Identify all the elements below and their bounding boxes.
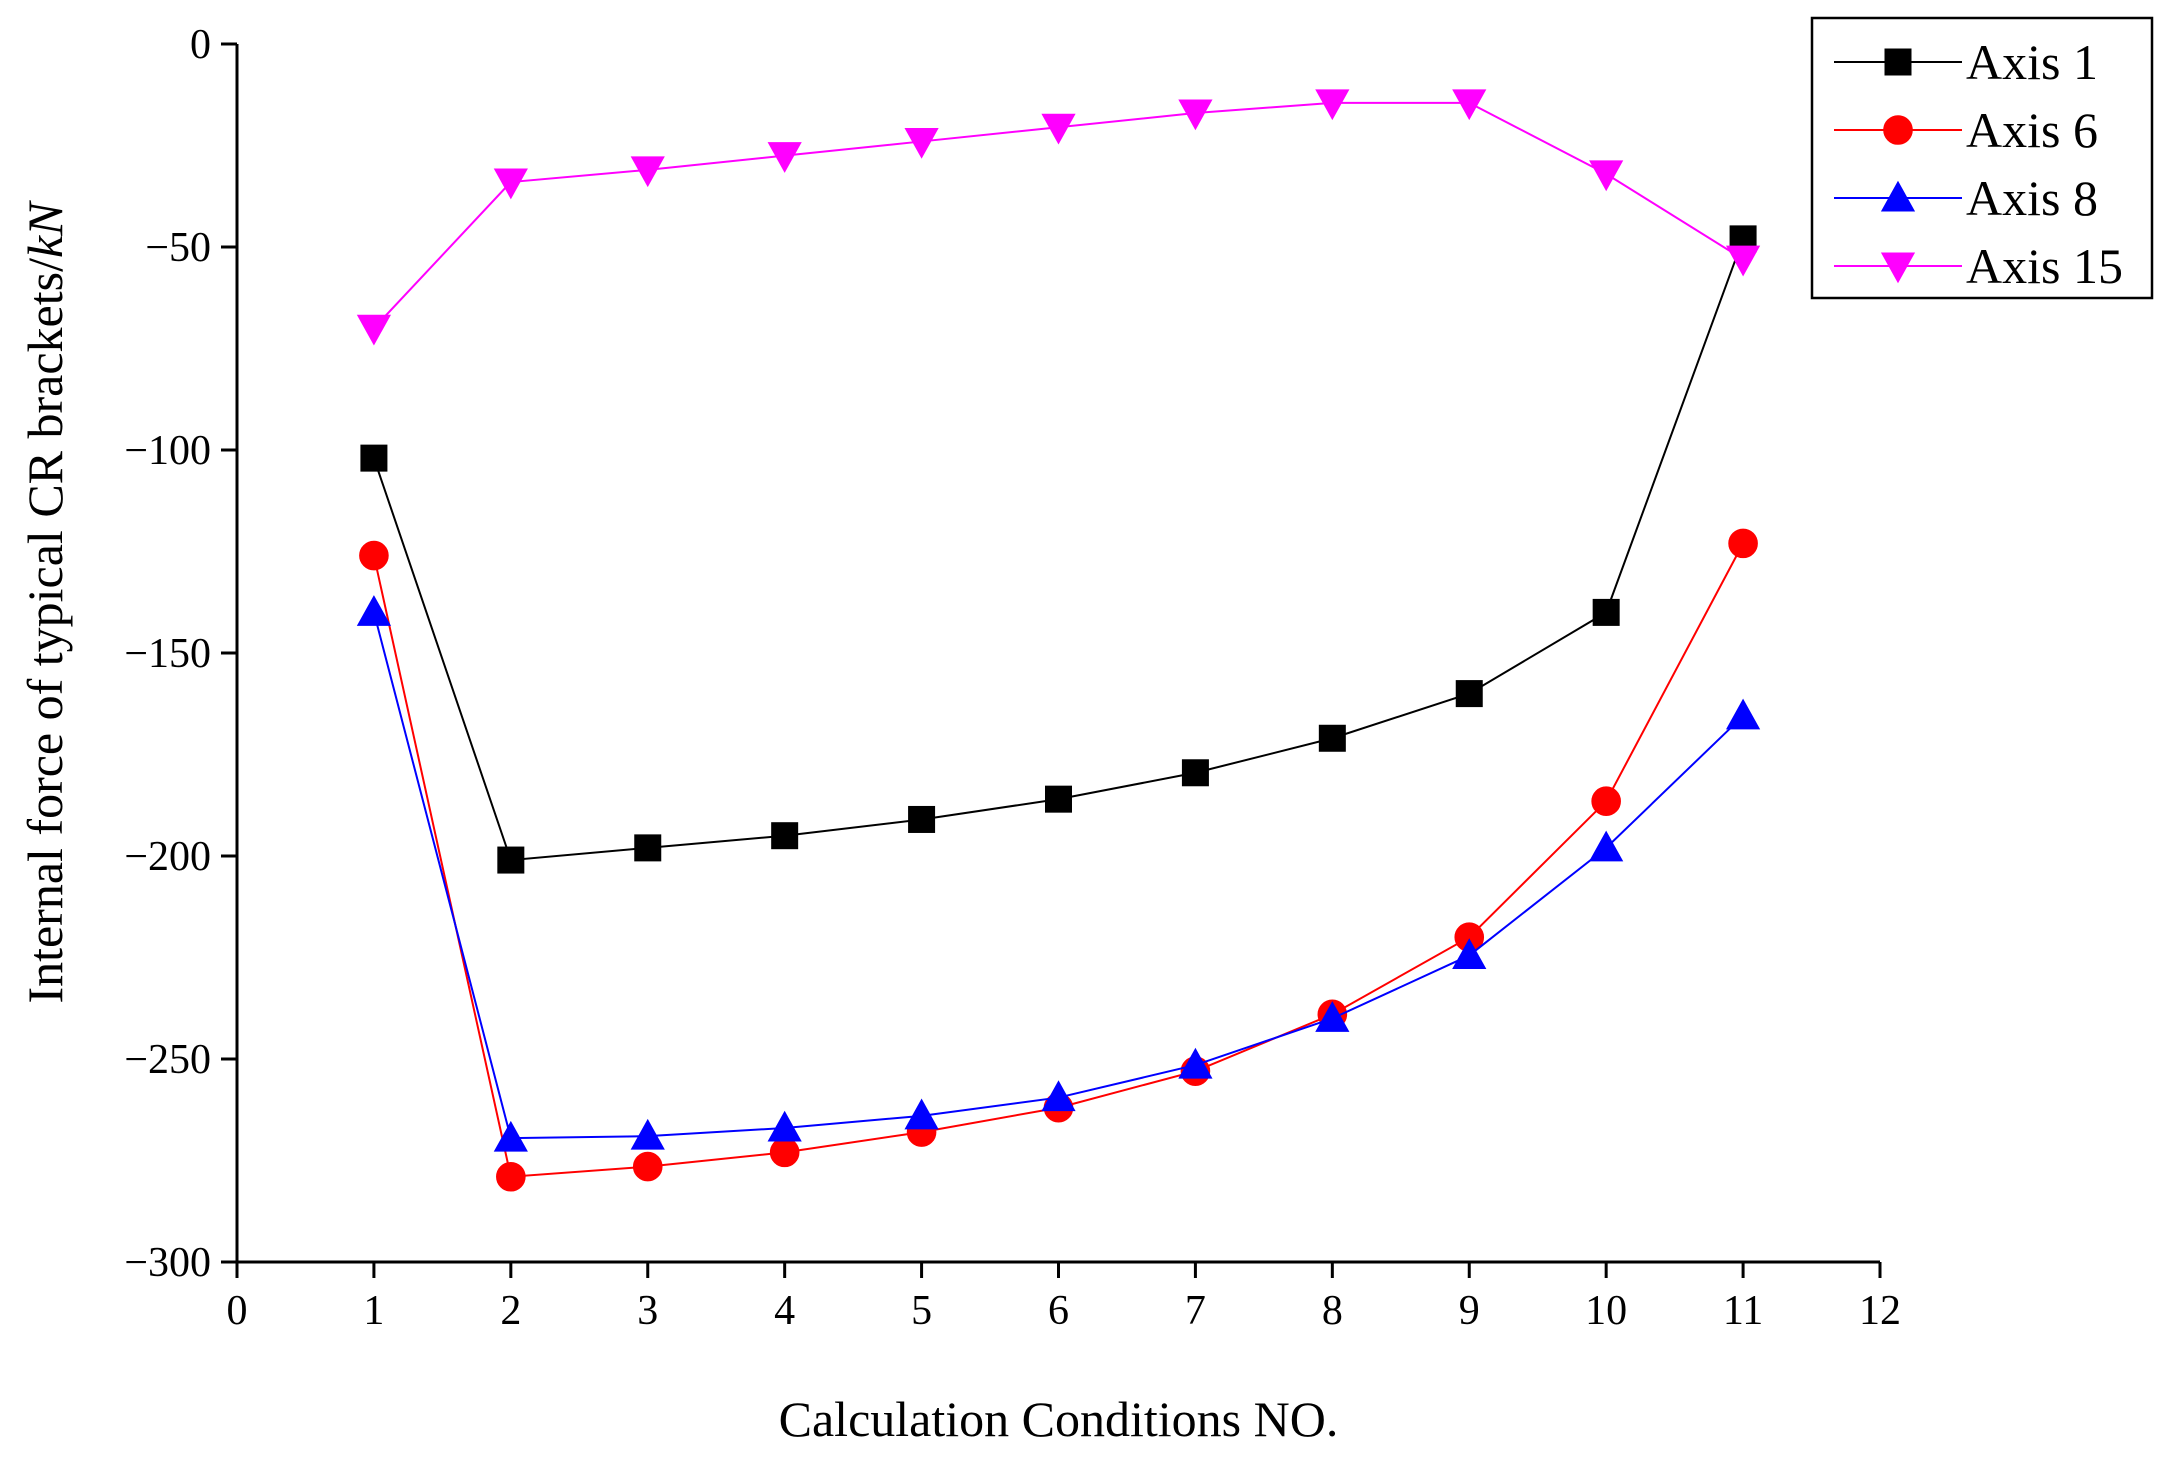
data-point bbox=[1178, 99, 1213, 131]
data-point bbox=[767, 1110, 802, 1142]
x-tick-label: 7 bbox=[1185, 1288, 1206, 1334]
legend-label: Axis 8 bbox=[1966, 170, 2098, 226]
data-point bbox=[356, 314, 392, 346]
legend-marker bbox=[1880, 252, 1916, 284]
x-tick-label: 8 bbox=[1322, 1288, 1343, 1334]
series-axis-8 bbox=[356, 595, 1761, 1152]
legend-label: Axis 1 bbox=[1966, 34, 2098, 90]
x-axis-title: Calculation Conditions NO. bbox=[779, 1391, 1339, 1447]
x-tick-label: 12 bbox=[1859, 1288, 1901, 1334]
series-line bbox=[372, 238, 1745, 862]
data-point bbox=[1315, 89, 1350, 121]
data-point bbox=[1455, 680, 1483, 708]
data-point bbox=[1178, 1047, 1213, 1079]
data-point bbox=[767, 142, 802, 173]
x-tick-label: 4 bbox=[774, 1288, 795, 1334]
data-point bbox=[632, 1151, 663, 1182]
data-point bbox=[1181, 759, 1209, 787]
data-point bbox=[1045, 785, 1072, 813]
y-axis-title-text: Internal force of typical CR brackets/ bbox=[17, 258, 73, 1004]
data-point bbox=[1725, 245, 1761, 277]
y-tick-label: −150 bbox=[124, 631, 211, 677]
y-tick-label: −300 bbox=[124, 1240, 211, 1286]
data-point bbox=[908, 805, 936, 833]
series-line bbox=[372, 612, 1744, 1140]
series-axis-1 bbox=[360, 225, 1757, 874]
axes: 0 1 2 3 4 5 6 7 8 9 10 11 120−50−100−150−200−250−300 bbox=[124, 22, 1901, 1334]
data-point bbox=[630, 156, 665, 188]
legend-box bbox=[1810, 16, 2154, 300]
legend-marker bbox=[1880, 180, 1916, 212]
y-axis-title: Internal force of typical CR brackets/kN bbox=[17, 200, 73, 1004]
data-point bbox=[1041, 1080, 1076, 1112]
data-point bbox=[904, 1098, 939, 1130]
y-tick-label: −50 bbox=[145, 225, 211, 271]
legend-item: Axis 15 bbox=[1834, 238, 2123, 294]
legend-item: Axis 6 bbox=[1834, 102, 2098, 158]
series-layer bbox=[356, 89, 1761, 1192]
data-point bbox=[496, 1161, 526, 1192]
data-point bbox=[1041, 113, 1076, 145]
data-point bbox=[630, 1118, 665, 1150]
data-point bbox=[1452, 89, 1487, 121]
data-point bbox=[356, 595, 392, 626]
data-point bbox=[360, 444, 388, 472]
data-point bbox=[771, 822, 799, 850]
data-point bbox=[1318, 724, 1346, 752]
legend-marker bbox=[1883, 115, 1913, 145]
data-point bbox=[1728, 528, 1758, 559]
data-point bbox=[1591, 786, 1621, 816]
y-tick-label: −200 bbox=[124, 834, 211, 880]
data-point bbox=[904, 127, 939, 159]
data-point bbox=[493, 1120, 528, 1152]
legend-label: Axis 15 bbox=[1966, 238, 2123, 294]
data-point bbox=[1315, 1001, 1350, 1032]
x-tick-label: 5 bbox=[911, 1288, 932, 1334]
data-point bbox=[1589, 830, 1624, 862]
x-tick-label: 10 bbox=[1585, 1288, 1627, 1334]
legend-item: Axis 8 bbox=[1834, 170, 2098, 226]
x-tick-label: 3 bbox=[637, 1288, 658, 1334]
y-tick-label: −100 bbox=[124, 428, 211, 474]
data-point bbox=[1592, 598, 1620, 626]
x-tick-label: 9 bbox=[1459, 1288, 1480, 1334]
data-point bbox=[497, 846, 525, 874]
y-axis-title-unit: kN bbox=[17, 200, 73, 258]
x-tick-label: 0 bbox=[227, 1288, 248, 1334]
data-point bbox=[1589, 160, 1624, 192]
legend: Axis 1 Axis 6 Axis 8 Axis 15 bbox=[1810, 16, 2154, 300]
legend-item: Axis 1 bbox=[1834, 34, 2098, 90]
data-point bbox=[493, 168, 528, 200]
data-point bbox=[1725, 698, 1761, 730]
y-tick-label: −250 bbox=[124, 1037, 211, 1083]
series-axis-15 bbox=[356, 89, 1761, 346]
data-point bbox=[769, 1137, 800, 1168]
legend-label: Axis 6 bbox=[1966, 102, 2098, 158]
data-point bbox=[1452, 938, 1487, 969]
y-tick-label: 0 bbox=[190, 22, 211, 68]
legend-marker bbox=[1884, 48, 1912, 76]
x-tick-label: 1 bbox=[363, 1288, 384, 1334]
x-tick-label: 6 bbox=[1048, 1288, 1069, 1334]
data-point bbox=[359, 540, 389, 571]
x-tick-label: 2 bbox=[500, 1288, 521, 1334]
x-tick-label: 11 bbox=[1723, 1288, 1763, 1334]
data-point bbox=[634, 834, 662, 862]
